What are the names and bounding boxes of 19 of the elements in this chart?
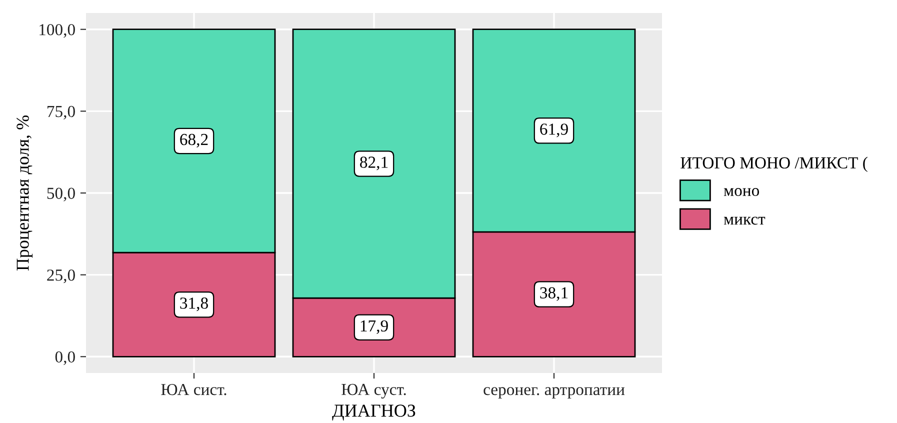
data-label: 17,9 <box>360 320 388 334</box>
legend-label: микст <box>724 216 766 225</box>
x-tick-label: ЮА суст. <box>342 384 406 399</box>
y-tick-label: 75,0 <box>48 106 75 120</box>
data-label: 31,8 <box>180 298 208 312</box>
y-axis-title: Процентная доля, % <box>16 116 33 271</box>
y-tick-label: 50,0 <box>47 188 75 202</box>
y-tick-label: 0,0 <box>55 351 75 365</box>
legend-label: моно <box>724 188 760 196</box>
y-tick-label: 25,0 <box>47 270 75 284</box>
x-axis-title: ДИАГНОЗ <box>332 404 416 420</box>
y-tick-label: 100,0 <box>40 24 75 38</box>
x-tick-label: ЮА сист. <box>161 384 226 396</box>
x-tick-label: серонег. артропатии <box>484 387 625 399</box>
data-label: 68,2 <box>180 134 208 148</box>
data-label: 38,1 <box>540 287 568 301</box>
data-label: 61,9 <box>540 124 568 138</box>
data-label: 82,1 <box>360 156 388 170</box>
legend-title: ИТОГО МОНО /МИКСТ ( <box>680 156 868 172</box>
